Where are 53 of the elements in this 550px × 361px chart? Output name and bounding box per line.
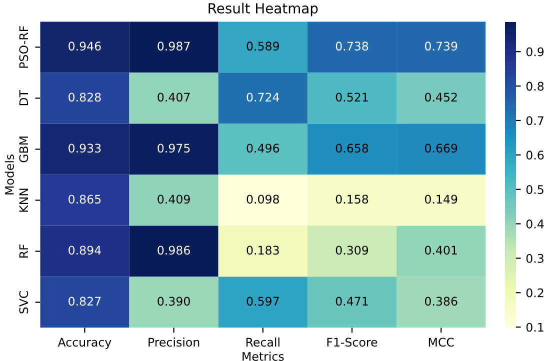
y-tick-label: KNN <box>19 188 28 212</box>
data-label: 0.865 <box>68 194 101 204</box>
x-tick-label: Recall <box>246 338 280 347</box>
data-label: 0.669 <box>424 144 458 153</box>
y-tick-label: PSO-RF <box>19 26 28 68</box>
y-tick-label: DT <box>19 90 28 106</box>
data-label: 0.521 <box>336 92 368 102</box>
data-label: 0.183 <box>246 246 279 255</box>
color-bar-label: 0.4 <box>526 220 544 228</box>
y-tick-label: RF <box>19 244 28 258</box>
data-label: 0.589 <box>246 42 279 51</box>
data-label: 0.390 <box>158 296 190 306</box>
data-label: 0.724 <box>246 92 280 102</box>
chart-title: Result Heatmap <box>208 2 318 16</box>
data-label: 0.987 <box>158 42 190 51</box>
data-label: 0.158 <box>336 194 368 204</box>
color-bar-label: 0.1 <box>526 322 544 332</box>
color-bar-label: 0.9 <box>526 47 544 56</box>
color-bar-label: 0.8 <box>526 82 544 91</box>
data-label: 0.827 <box>68 296 101 306</box>
data-label: 0.828 <box>68 92 101 102</box>
color-bar-label: 0.6 <box>526 150 544 160</box>
data-label: 0.452 <box>424 92 457 102</box>
data-label: 0.386 <box>424 296 458 306</box>
data-label: 0.496 <box>246 144 280 153</box>
data-label: 0.407 <box>158 92 190 102</box>
y-axis-title: Models <box>4 154 14 194</box>
color-bar-label: 0.3 <box>526 254 544 263</box>
data-label: 0.401 <box>424 246 457 255</box>
data-label: 0.658 <box>336 144 368 153</box>
x-axis-title: Metrics <box>242 352 284 361</box>
data-label: 0.975 <box>158 144 190 153</box>
color-bar-label: 0.5 <box>526 185 544 194</box>
x-tick-label: Accuracy <box>58 338 112 349</box>
data-label: 0.946 <box>68 42 101 51</box>
data-label: 0.309 <box>336 246 368 255</box>
data-label: 0.738 <box>336 42 368 51</box>
data-label: 0.471 <box>336 296 368 306</box>
data-label: 0.933 <box>68 144 101 153</box>
data-label: 0.098 <box>246 194 279 204</box>
color-bar-label: 0.2 <box>526 288 544 298</box>
x-tick-label: Precision <box>148 338 200 347</box>
y-tick-label: SVC <box>19 291 28 314</box>
data-label: 0.597 <box>246 296 279 306</box>
data-label: 0.409 <box>158 194 190 204</box>
data-label: 0.739 <box>424 42 458 51</box>
data-label: 0.894 <box>68 246 101 255</box>
data-label: 0.986 <box>158 246 190 255</box>
data-label: 0.149 <box>424 194 458 204</box>
color-bar-label: 0.7 <box>526 116 544 126</box>
x-tick-label: MCC <box>428 338 454 347</box>
y-tick-label: GBM <box>19 136 28 162</box>
x-tick-label: F1-Score <box>327 338 378 347</box>
